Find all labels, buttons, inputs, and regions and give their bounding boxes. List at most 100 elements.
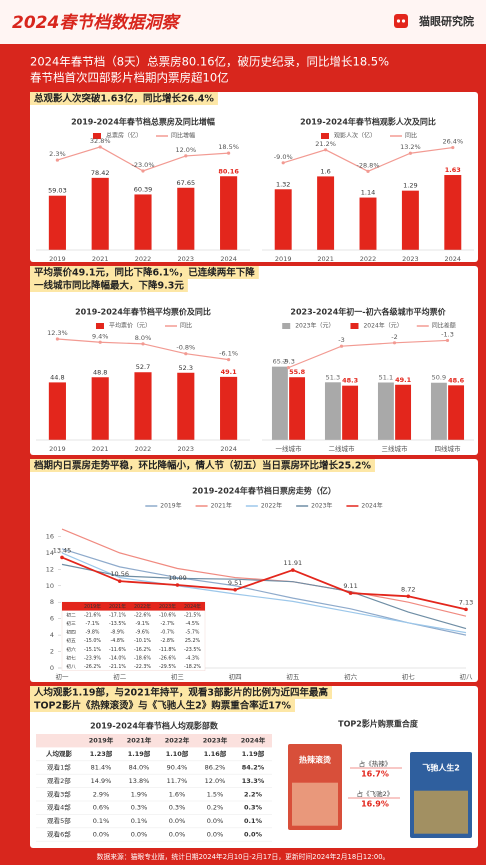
line-series xyxy=(61,552,467,634)
x-tick-label: 2019 xyxy=(49,255,66,263)
overlap-title: TOP2影片购票重合度 xyxy=(338,719,419,729)
line-point xyxy=(227,358,231,362)
x-tick-label: 初一 xyxy=(56,672,70,681)
line-value-label: -6.1% xyxy=(219,350,238,358)
table-cell: 84.0% xyxy=(129,764,150,772)
table-cell: 0.6% xyxy=(93,804,110,812)
inset-table-cell: -18.2% xyxy=(184,664,201,670)
inset-table-cell: -11.6% xyxy=(109,647,126,653)
inset-table-cell: -2.8% xyxy=(161,638,175,644)
inset-table-cell: -26.2% xyxy=(84,664,101,670)
inset-table-cell: -9.8% xyxy=(86,630,100,636)
table-cell: 0.2% xyxy=(207,804,224,812)
bar-value-label: 60.39 xyxy=(134,185,153,193)
line-value-label: 21.2% xyxy=(315,140,336,148)
inset-table-cell: -9.1% xyxy=(136,621,150,627)
inset-table-cell: 初二 xyxy=(66,611,76,618)
line-point xyxy=(406,594,411,599)
table-cell: 0.0% xyxy=(207,817,224,825)
inset-table-cell: -22.3% xyxy=(134,664,151,670)
x-tick-label: 2019 xyxy=(49,445,66,453)
bar xyxy=(324,382,341,440)
bar xyxy=(289,377,306,440)
table-cell: 0.0% xyxy=(244,831,263,839)
line-point xyxy=(392,341,397,345)
table-cell: 13.8% xyxy=(129,777,150,785)
bar xyxy=(134,372,152,440)
legend-swatch xyxy=(92,133,101,139)
inset-table-cell: -21.5% xyxy=(184,612,201,618)
legend-label: 2024年（元） xyxy=(363,322,402,330)
x-tick-label: 2019 xyxy=(275,255,292,263)
table-cell: 11.7% xyxy=(167,777,188,785)
inset-table-cell: -2.7% xyxy=(161,621,175,627)
bar-value-label: 1.32 xyxy=(276,180,290,188)
inset-table-cell: -29.5% xyxy=(159,664,176,670)
line-value-label: 2.3% xyxy=(49,150,66,158)
poster-title: 飞驰人生2 xyxy=(422,763,460,773)
bar xyxy=(177,372,195,440)
bar-value-label: 80.16 xyxy=(218,167,239,175)
bar xyxy=(220,376,238,440)
legend-swatch xyxy=(350,323,359,329)
y-tick-label: 0 xyxy=(50,664,54,672)
inset-table-header: 2019年 xyxy=(84,603,101,610)
inset-table-cell: -21.6% xyxy=(84,612,101,618)
line-value-label: -9.0% xyxy=(274,153,293,161)
y-tick-label: 10 xyxy=(46,582,54,590)
line-value-label: 10.09 xyxy=(168,574,187,582)
bar-value-label: 44.8 xyxy=(50,373,64,381)
overlap-label: 占《热辣》 xyxy=(359,759,392,768)
line-value-label: -3 xyxy=(338,336,344,344)
overlap-value: 16.9% xyxy=(361,800,389,809)
table-cell: 0.1% xyxy=(244,817,263,825)
line-point xyxy=(184,352,188,356)
table-cell: 1.23部 xyxy=(90,749,113,758)
inset-table-cell: -23.5% xyxy=(184,647,201,653)
legend: 总票房（亿） 同比增幅 xyxy=(92,132,195,140)
legend: 2019年 2021年 2022年 2023年 2024年 xyxy=(145,502,383,510)
line-point xyxy=(98,340,102,344)
table-cell: 90.4% xyxy=(167,764,188,772)
bar-value-label: 51.3 xyxy=(326,373,340,381)
subtitle-bg xyxy=(30,279,188,292)
line-value-label: 9.11 xyxy=(343,582,357,590)
bar xyxy=(444,175,462,250)
inset-table-cell: -10.1% xyxy=(134,638,151,644)
table-cell: 81.4% xyxy=(91,764,112,772)
bar-value-label: 1.6 xyxy=(320,167,330,175)
line-value-label: 11.91 xyxy=(284,559,303,567)
x-tick-label: 二线城市 xyxy=(329,444,356,453)
bar xyxy=(134,194,152,250)
inset-table-cell: -7.1% xyxy=(86,621,100,627)
line-point xyxy=(408,151,412,155)
table-header: 2021年 xyxy=(127,736,152,745)
x-tick-label: 初五 xyxy=(286,672,300,681)
chart-title: 2023-2024年初一-初六各级城市平均票价 xyxy=(290,307,446,317)
inset-table-cell: -4.8% xyxy=(111,638,125,644)
line-value-label: 10.56 xyxy=(110,570,129,578)
table-cell: 观看5部 xyxy=(47,816,71,825)
brand-name: 猫眼研究院 xyxy=(419,14,474,28)
table-cell: 观看2部 xyxy=(47,776,71,785)
bar xyxy=(220,176,238,250)
table-cell: 0.1% xyxy=(93,817,110,825)
section-subtitle: TOP2影片《热辣滚烫》与《飞驰人生2》购票重合率近17% xyxy=(34,700,291,712)
x-tick-label: 初四 xyxy=(229,672,242,681)
x-tick-label: 初七 xyxy=(402,672,416,681)
inset-table-cell: -15.1% xyxy=(84,647,101,653)
line-value-label: 13.45 xyxy=(53,546,72,554)
inset-table-cell: -23.9% xyxy=(84,655,101,661)
line-point xyxy=(55,158,60,162)
inset-table-cell: 25.2% xyxy=(185,638,201,644)
inset-table-cell: -0.7% xyxy=(161,630,175,636)
footer: 数据来源：猫眼专业版，统计日期2024年2月10日-2月17日，更新时间2024… xyxy=(97,852,390,861)
inset-table-cell: -26.6% xyxy=(159,655,176,661)
x-tick-label: 2021 xyxy=(92,445,109,453)
table-cell: 0.0% xyxy=(169,817,186,825)
subtitle-bg xyxy=(30,266,259,279)
x-tick-label: 一线城市 xyxy=(276,444,303,453)
inset-table-cell: -11.8% xyxy=(159,647,176,653)
